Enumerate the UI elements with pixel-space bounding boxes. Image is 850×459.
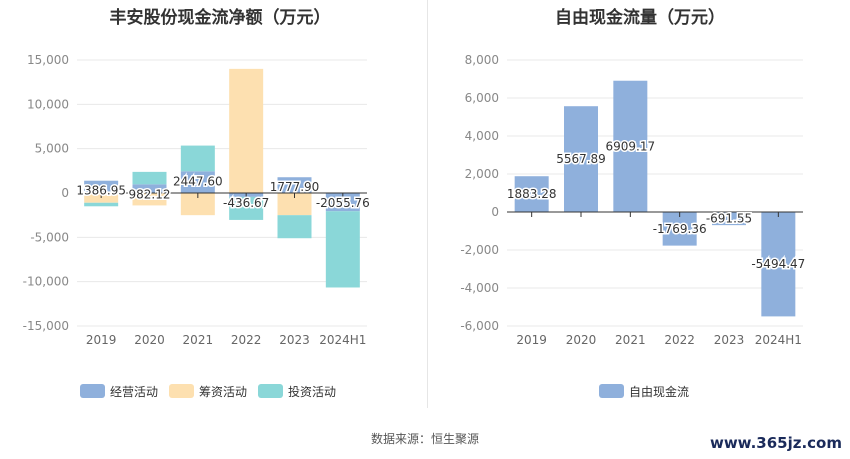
chart1-bar bbox=[325, 211, 360, 288]
chart2-ytick-label: 4,000 bbox=[465, 129, 499, 143]
chart2-bar bbox=[564, 106, 598, 212]
chart1-bar bbox=[229, 68, 264, 193]
chart2-data-label: 5567.89 bbox=[556, 152, 606, 166]
chart1-xtick-label: 2019 bbox=[86, 333, 117, 347]
chart2-ytick-label: -4,000 bbox=[460, 281, 499, 295]
chart1-ytick-label: -10,000 bbox=[23, 275, 69, 289]
chart1-xtick-label: 2024H1 bbox=[319, 333, 366, 347]
chart-divider bbox=[427, 0, 428, 408]
chart1-data-label: 2447.60 bbox=[173, 174, 223, 188]
chart1-bar bbox=[180, 145, 215, 172]
chart1-bar bbox=[180, 193, 215, 216]
chart2-bar bbox=[514, 176, 549, 212]
chart2-bar bbox=[761, 212, 796, 317]
watermark: www.365jz.com bbox=[709, 434, 842, 452]
data-source: 数据来源：恒生聚源 bbox=[370, 432, 479, 446]
chart1-data-label: 1777.90 bbox=[270, 180, 320, 194]
chart1-bar bbox=[277, 177, 312, 193]
chart2-xtick-label: 2022 bbox=[664, 333, 695, 347]
chart2-ytick-label: 2,000 bbox=[465, 167, 499, 181]
chart1-data-label: -2055.76 bbox=[316, 196, 370, 210]
chart1-bar bbox=[84, 202, 119, 207]
chart1-legend-label: 筹资活动 bbox=[199, 385, 247, 399]
chart2-ytick-label: 6,000 bbox=[465, 91, 499, 105]
chart2-ytick-label: 8,000 bbox=[465, 53, 499, 67]
chart2-xtick-label: 2021 bbox=[615, 333, 646, 347]
chart1-bar bbox=[277, 215, 312, 239]
chart2-legend-label: 自由现金流 bbox=[629, 384, 689, 399]
chart2-legend-swatch bbox=[599, 384, 624, 398]
chart2-data-label: 1883.28 bbox=[507, 187, 557, 201]
chart2-ytick-label: -2,000 bbox=[460, 243, 499, 257]
chart1-bar bbox=[229, 196, 264, 220]
chart1-ytick-label: 0 bbox=[61, 186, 69, 200]
chart1-legend-swatch bbox=[80, 384, 105, 398]
chart1-xtick-label: 2021 bbox=[183, 333, 214, 347]
chart1-legend-swatch bbox=[258, 384, 283, 398]
left-chart-title: 丰安股份现金流净额（万元） bbox=[109, 8, 331, 28]
chart2-xtick-label: 2020 bbox=[566, 333, 597, 347]
chart2-bar bbox=[662, 212, 697, 246]
chart1-bar bbox=[277, 193, 312, 216]
chart1-ytick-label: 15,000 bbox=[27, 53, 69, 67]
chart1-bar bbox=[325, 193, 360, 212]
chart1-xtick-label: 2020 bbox=[134, 333, 165, 347]
chart1-bar bbox=[84, 180, 119, 193]
chart1-xtick-label: 2023 bbox=[279, 333, 310, 347]
chart1-legend-label: 经营活动 bbox=[110, 385, 158, 399]
chart2-data-label: -1769.36 bbox=[653, 222, 707, 236]
chart1-ytick-label: -5,000 bbox=[30, 230, 69, 244]
chart2-ytick-label: -6,000 bbox=[460, 319, 499, 333]
chart1-legend-swatch bbox=[169, 384, 194, 398]
right-chart-title: 自由现金流量（万元） bbox=[555, 8, 725, 28]
chart1-bar bbox=[180, 171, 215, 193]
chart1-ytick-label: 10,000 bbox=[27, 97, 69, 111]
chart1-ytick-label: 5,000 bbox=[35, 142, 69, 156]
chart1-xtick-label: 2022 bbox=[231, 333, 262, 347]
chart1-data-label: -436.67 bbox=[223, 196, 269, 210]
chart1-data-label: 1386.95 bbox=[76, 184, 126, 198]
chart2-ytick-label: 0 bbox=[491, 205, 499, 219]
chart1-bar bbox=[132, 193, 167, 206]
chart2-data-label: 6909.17 bbox=[606, 139, 656, 153]
chart2-xtick-label: 2024H1 bbox=[755, 333, 802, 347]
chart1-data-label: 982.12 bbox=[129, 187, 171, 201]
chart1-ytick-label: -15,000 bbox=[23, 319, 69, 333]
chart2-xtick-label: 2023 bbox=[714, 333, 745, 347]
chart2-data-label: -691.55 bbox=[706, 212, 752, 226]
chart2-xtick-label: 2019 bbox=[516, 333, 547, 347]
chart2-bar bbox=[712, 212, 746, 226]
chart1-bar bbox=[132, 171, 167, 185]
chart1-legend-label: 投资活动 bbox=[288, 384, 336, 399]
chart2-data-label: -5494.47 bbox=[751, 257, 805, 271]
chart1-bar bbox=[132, 184, 167, 193]
chart2-bar bbox=[613, 80, 648, 212]
